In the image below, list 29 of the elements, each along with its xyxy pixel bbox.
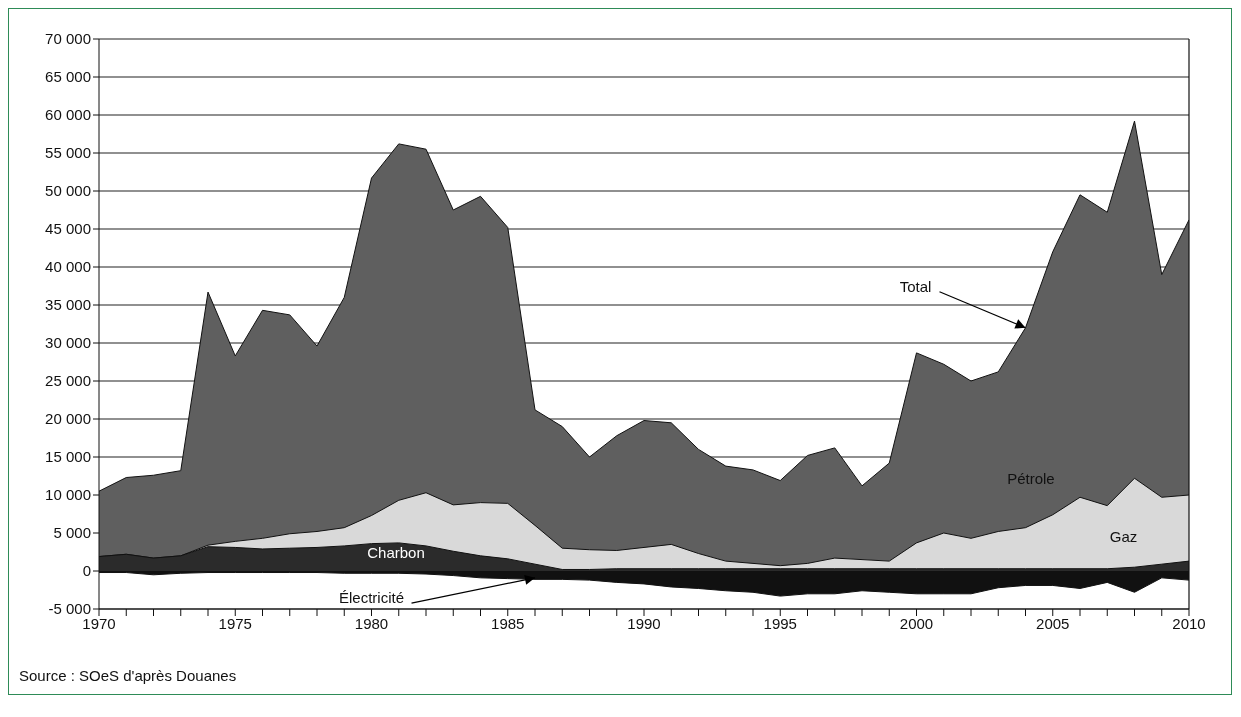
series-label: Charbon (367, 544, 425, 562)
y-tick-label: 50 000 (45, 182, 91, 200)
y-tick-label: 65 000 (45, 68, 91, 86)
y-tick-label: 30 000 (45, 334, 91, 352)
annotation: Total (899, 277, 932, 295)
y-tick-label: 55 000 (45, 144, 91, 162)
y-tick-label: 70 000 (45, 30, 91, 48)
x-tick-label: 2005 (1036, 614, 1070, 632)
series-label: Électricité (338, 589, 405, 607)
x-tick-label: 1985 (491, 614, 525, 632)
y-tick-label: 35 000 (45, 296, 91, 314)
x-tick-label: 1980 (354, 614, 389, 632)
y-tick-label: 15 000 (45, 448, 91, 466)
series-label: Gaz (1109, 528, 1138, 546)
source-note: Source : SOeS d'après Douanes (18, 666, 238, 686)
y-tick-label: 0 (82, 562, 91, 580)
y-tick-label: 45 000 (45, 220, 91, 238)
x-tick-label: 1975 (218, 614, 252, 632)
x-tick-label: 2010 (1172, 614, 1206, 632)
y-tick-label: 25 000 (45, 372, 91, 390)
y-tick-label: 40 000 (45, 258, 91, 276)
x-tick-label: 2000 (899, 614, 934, 632)
y-tick-label: 10 000 (45, 486, 91, 504)
y-tick-label: 20 000 (45, 410, 91, 428)
y-tick-label: 60 000 (45, 106, 91, 124)
x-tick-label: 1995 (763, 614, 797, 632)
y-tick-label: 5 000 (53, 524, 91, 542)
series-label: Pétrole (1007, 469, 1055, 487)
x-tick-label: 1990 (627, 614, 661, 632)
